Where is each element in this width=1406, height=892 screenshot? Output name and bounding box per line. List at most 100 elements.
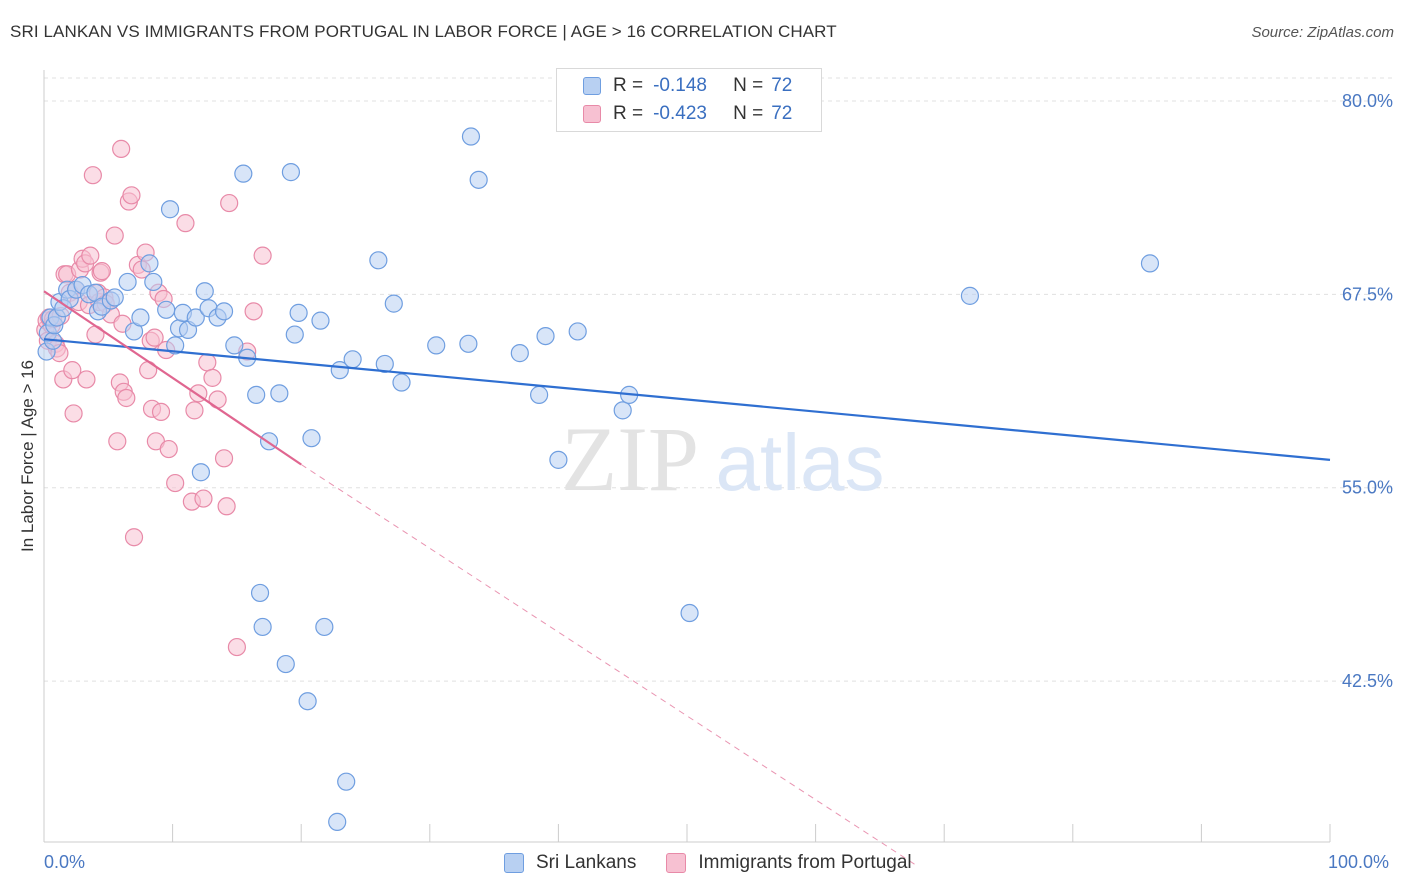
point-sri-lankans-70: [680, 603, 699, 623]
point-sri-lankans-72: [1140, 254, 1160, 273]
portugal-swatch: [583, 105, 601, 123]
point-sri-lankans-20: [131, 308, 150, 327]
point-sri-lankans-63: [510, 344, 529, 363]
trend-line-sri-lankans: [43, 338, 1331, 461]
point-portugal-24: [83, 166, 102, 185]
point-portugal-55: [166, 473, 185, 493]
point-sri-lankans-40: [253, 617, 272, 637]
point-portugal-67: [227, 637, 246, 657]
y-tick-label-2: 55.0%: [1342, 478, 1393, 498]
point-sri-lankans-66: [549, 450, 568, 469]
trend-line-portugal-extension: [300, 464, 919, 868]
axes: [43, 70, 1331, 843]
point-portugal-70: [253, 246, 272, 265]
point-sri-lankans-62: [469, 170, 488, 189]
legend-label-sri-lankans: Sri Lankans: [536, 852, 637, 873]
point-portugal-62: [203, 368, 222, 387]
point-sri-lankans-59: [427, 336, 446, 355]
point-portugal-23: [81, 246, 100, 265]
point-sri-lankans-71: [960, 286, 980, 305]
point-sri-lankans-57: [384, 294, 403, 313]
point-sri-lankans-46: [289, 303, 308, 322]
point-sri-lankans-42: [270, 384, 289, 403]
point-sri-lankans-55: [369, 251, 388, 270]
point-sri-lankans-44: [281, 163, 301, 182]
series-immigrants-from-portugal-points: [36, 139, 272, 657]
legend-item-sri-lankans: Sri Lankans: [504, 852, 636, 874]
point-portugal-14: [63, 361, 82, 380]
point-portugal-34: [108, 432, 127, 451]
point-sri-lankans-61: [461, 127, 481, 146]
point-sri-lankans-39: [250, 583, 270, 603]
point-sri-lankans-65: [536, 327, 555, 346]
n-value-sri-lankans: 72: [771, 75, 793, 96]
point-sri-lankans-17: [105, 288, 124, 307]
watermark-zip: ZIP: [561, 408, 699, 510]
point-sri-lankans-58: [392, 373, 411, 392]
point-sri-lankans-48: [302, 429, 321, 448]
point-sri-lankans-47: [298, 692, 317, 711]
point-sri-lankans-29: [186, 308, 205, 327]
stats-legend: R = -0.148 N = 72 R = -0.423 N = 72: [556, 68, 822, 132]
point-sri-lankans-50: [315, 617, 334, 637]
point-portugal-51: [151, 402, 171, 422]
point-sri-lankans-24: [160, 200, 180, 219]
point-portugal-21: [77, 370, 96, 389]
sri-lankans-legend-swatch: [504, 853, 524, 873]
point-sri-lankans-18: [118, 272, 137, 292]
trend-lines: [43, 290, 1331, 868]
point-sri-lankans-30: [191, 463, 210, 482]
point-sri-lankans-23: [157, 300, 176, 319]
point-portugal-58: [185, 401, 204, 420]
stats-legend-row-portugal: R = -0.423 N = 72: [583, 101, 792, 127]
trend-line-portugal: [43, 290, 302, 466]
point-sri-lankans-51: [328, 812, 347, 831]
point-portugal-54: [159, 439, 178, 459]
point-portugal-65: [217, 497, 236, 516]
y-tick-label-3: 42.5%: [1342, 671, 1393, 691]
point-portugal-61: [198, 353, 217, 372]
point-sri-lankans-53: [337, 772, 356, 791]
point-sri-lankans-68: [613, 401, 632, 420]
point-portugal-15: [64, 404, 83, 423]
portugal-legend-swatch: [666, 853, 687, 873]
chart-title: SRI LANKAN VS IMMIGRANTS FROM PORTUGAL I…: [10, 22, 837, 41]
point-portugal-40: [122, 186, 141, 205]
point-sri-lankans-64: [530, 385, 549, 404]
source-label: Source: ZipAtlas.com: [1251, 24, 1394, 41]
y-tick-labels: 80.0% 67.5% 55.0% 42.5%: [1342, 91, 1393, 691]
point-portugal-60: [194, 489, 213, 508]
point-sri-lankans-38: [247, 385, 266, 404]
point-portugal-69: [244, 302, 263, 321]
legend-label-portugal: Immigrants from Portugal: [698, 852, 912, 873]
r-value-portugal: -0.423: [653, 103, 707, 124]
series-legend: Sri Lankans Immigrants from Portugal: [504, 852, 942, 874]
point-sri-lankans-49: [311, 311, 330, 330]
point-portugal-71: [112, 139, 131, 159]
point-portugal-29: [92, 262, 111, 281]
point-portugal-66: [220, 193, 239, 213]
point-sri-lankans-25: [166, 336, 185, 355]
sri-lankans-swatch: [583, 77, 601, 95]
point-portugal-48: [145, 328, 164, 347]
r-label: R =: [613, 75, 644, 96]
y-tick-label-1: 67.5%: [1342, 284, 1393, 304]
legend-item-portugal: Immigrants from Portugal: [666, 852, 912, 874]
watermark-atlas: atlas: [716, 418, 885, 507]
x-tick-label-max: 100.0%: [1328, 852, 1390, 872]
point-sri-lankans-60: [459, 334, 478, 353]
point-sri-lankans-56: [375, 354, 394, 374]
point-sri-lankans-31: [195, 282, 214, 301]
point-portugal-64: [214, 449, 234, 468]
n-label: N =: [733, 75, 764, 96]
point-sri-lankans-43: [276, 654, 295, 674]
y-tick-label-0: 80.0%: [1342, 91, 1393, 111]
r-label: R =: [613, 103, 644, 124]
n-value-portugal: 72: [771, 103, 793, 124]
x-tick-label-min: 0.0%: [44, 852, 86, 872]
point-portugal-38: [117, 388, 136, 408]
point-sri-lankans-36: [234, 164, 253, 183]
point-portugal-33: [105, 226, 124, 245]
point-sri-lankans-34: [214, 302, 234, 321]
